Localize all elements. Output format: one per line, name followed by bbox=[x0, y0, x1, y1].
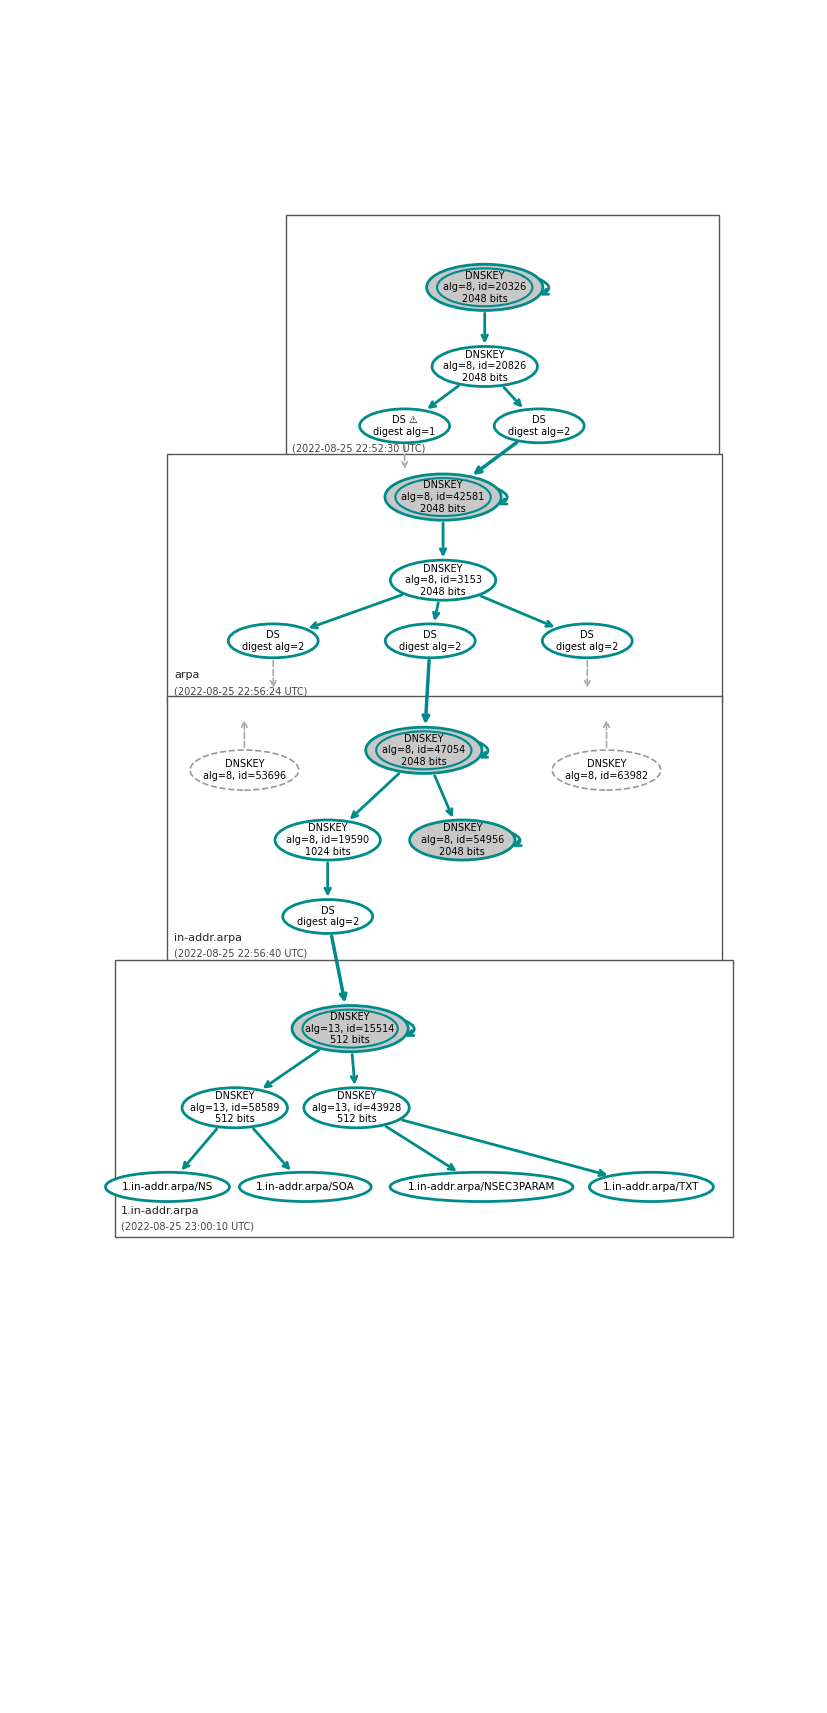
Text: DNSKEY
alg=8, id=53696: DNSKEY alg=8, id=53696 bbox=[203, 759, 286, 781]
Text: DNSKEY
alg=13, id=15514
512 bits: DNSKEY alg=13, id=15514 512 bits bbox=[305, 1012, 394, 1045]
Ellipse shape bbox=[360, 409, 450, 442]
Ellipse shape bbox=[543, 624, 632, 658]
Ellipse shape bbox=[390, 1172, 573, 1201]
Text: 1.in-addr.arpa: 1.in-addr.arpa bbox=[122, 1206, 200, 1216]
Text: 1.in-addr.arpa/TXT: 1.in-addr.arpa/TXT bbox=[603, 1182, 700, 1192]
Text: DNSKEY
alg=8, id=42581
2048 bits: DNSKEY alg=8, id=42581 2048 bits bbox=[401, 480, 485, 514]
Ellipse shape bbox=[495, 409, 584, 442]
Text: DS
digest alg=2: DS digest alg=2 bbox=[508, 415, 571, 437]
Ellipse shape bbox=[390, 560, 495, 600]
Text: DNSKEY
alg=8, id=19590
1024 bits: DNSKEY alg=8, id=19590 1024 bits bbox=[286, 824, 370, 856]
Text: DNSKEY
alg=8, id=63982: DNSKEY alg=8, id=63982 bbox=[565, 759, 648, 781]
FancyBboxPatch shape bbox=[115, 959, 734, 1237]
Text: DNSKEY
alg=8, id=3153
2048 bits: DNSKEY alg=8, id=3153 2048 bits bbox=[404, 564, 481, 596]
Text: DNSKEY
alg=8, id=47054
2048 bits: DNSKEY alg=8, id=47054 2048 bits bbox=[382, 733, 466, 767]
Text: DS
digest alg=2: DS digest alg=2 bbox=[399, 630, 461, 651]
Text: DS
digest alg=2: DS digest alg=2 bbox=[297, 906, 359, 927]
Ellipse shape bbox=[182, 1088, 288, 1127]
Text: DNSKEY
alg=8, id=54956
2048 bits: DNSKEY alg=8, id=54956 2048 bits bbox=[421, 824, 504, 856]
Ellipse shape bbox=[283, 899, 373, 934]
Text: 1.in-addr.arpa/SOA: 1.in-addr.arpa/SOA bbox=[256, 1182, 355, 1192]
Ellipse shape bbox=[385, 475, 501, 521]
Ellipse shape bbox=[292, 1006, 409, 1052]
Ellipse shape bbox=[385, 624, 476, 658]
Ellipse shape bbox=[228, 624, 318, 658]
Text: DNSKEY
alg=13, id=43928
512 bits: DNSKEY alg=13, id=43928 512 bits bbox=[312, 1091, 401, 1124]
Text: arpa: arpa bbox=[174, 670, 199, 680]
Ellipse shape bbox=[239, 1172, 371, 1201]
Ellipse shape bbox=[552, 750, 661, 790]
Text: 1.in-addr.arpa/NS: 1.in-addr.arpa/NS bbox=[122, 1182, 213, 1192]
Ellipse shape bbox=[106, 1172, 229, 1201]
Ellipse shape bbox=[275, 821, 380, 860]
Text: DS
digest alg=2: DS digest alg=2 bbox=[242, 630, 304, 651]
Text: DS
digest alg=2: DS digest alg=2 bbox=[556, 630, 619, 651]
Ellipse shape bbox=[590, 1172, 714, 1201]
FancyBboxPatch shape bbox=[167, 695, 722, 964]
Text: DS ⚠
digest alg=1: DS ⚠ digest alg=1 bbox=[374, 415, 436, 437]
FancyBboxPatch shape bbox=[167, 454, 722, 702]
Text: (2022-08-25 22:56:24 UTC): (2022-08-25 22:56:24 UTC) bbox=[174, 687, 308, 695]
Ellipse shape bbox=[432, 346, 538, 387]
Ellipse shape bbox=[304, 1088, 409, 1127]
Ellipse shape bbox=[409, 821, 515, 860]
Text: DNSKEY
alg=8, id=20326
2048 bits: DNSKEY alg=8, id=20326 2048 bits bbox=[443, 271, 526, 303]
Text: in-addr.arpa: in-addr.arpa bbox=[174, 934, 241, 942]
Text: DNSKEY
alg=13, id=58589
512 bits: DNSKEY alg=13, id=58589 512 bits bbox=[190, 1091, 280, 1124]
Text: (2022-08-25 23:00:10 UTC): (2022-08-25 23:00:10 UTC) bbox=[122, 1221, 255, 1232]
FancyBboxPatch shape bbox=[286, 214, 719, 459]
Ellipse shape bbox=[190, 750, 299, 790]
Ellipse shape bbox=[427, 264, 543, 310]
Ellipse shape bbox=[366, 728, 482, 773]
Text: DNSKEY
alg=8, id=20826
2048 bits: DNSKEY alg=8, id=20826 2048 bits bbox=[443, 349, 526, 384]
Text: (2022-08-25 22:52:30 UTC): (2022-08-25 22:52:30 UTC) bbox=[293, 444, 426, 454]
Text: 1.in-addr.arpa/NSEC3PARAM: 1.in-addr.arpa/NSEC3PARAM bbox=[408, 1182, 555, 1192]
Text: (2022-08-25 22:56:40 UTC): (2022-08-25 22:56:40 UTC) bbox=[174, 949, 307, 959]
